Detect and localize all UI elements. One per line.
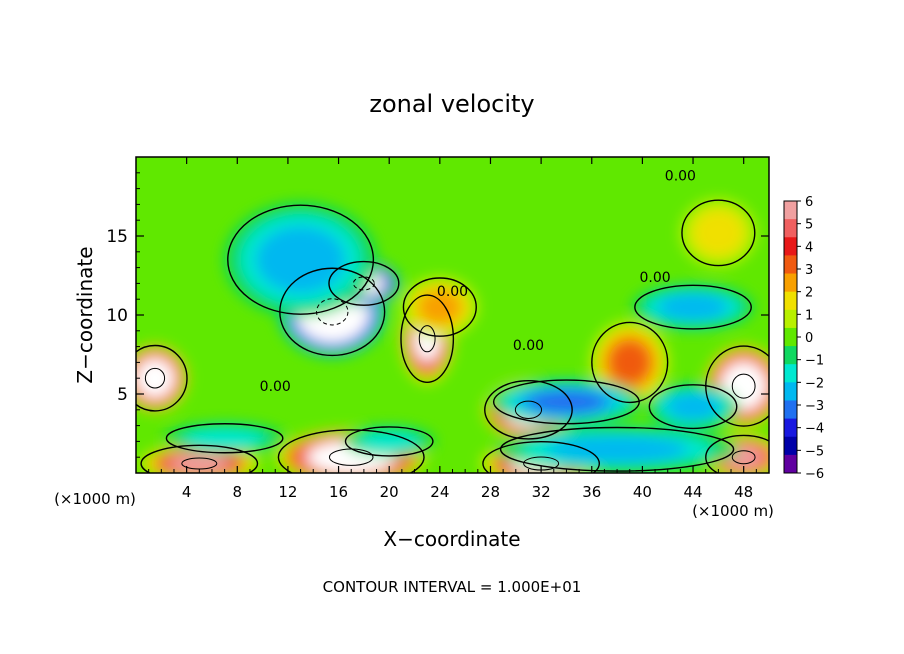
colorbar-label-11: −5: [805, 444, 824, 459]
colorbar-swatch-2: [784, 237, 797, 256]
contour-line-18: [165, 423, 284, 454]
contour-interval-note: CONTOUR INTERVAL = 1.000E+01: [323, 578, 582, 596]
contour-inner-10: [731, 450, 756, 465]
field-blob-9-ring-1: [170, 454, 229, 473]
y-axis-ticks: 5 10 15: [106, 172, 769, 458]
x-tick-label-36: 36: [582, 483, 601, 501]
x-tick-label-40: 40: [633, 483, 652, 501]
contour-label-4: 0.00: [665, 169, 696, 185]
velocity-field: [136, 198, 769, 473]
colorbar-label-1: 5: [805, 218, 813, 233]
y-tick-label-15: 15: [106, 227, 128, 247]
colorbar-label-6: 0: [805, 331, 813, 346]
x-unit-right: (×1000 m): [692, 502, 774, 520]
contour-inner-1: [352, 276, 375, 291]
field-blob-18-ring-1: [182, 427, 267, 449]
contour-line-9: [140, 444, 259, 473]
x-tick-label-20: 20: [380, 483, 399, 501]
contour-inner-6: [731, 373, 756, 399]
x-tick-label-28: 28: [481, 483, 500, 501]
contour-line-11: [402, 277, 477, 337]
colorbar-swatch-10: [784, 382, 797, 401]
x-tick-label-8: 8: [233, 483, 243, 501]
field-blob-15-ring-1: [657, 293, 729, 321]
colorbar-swatch-14: [784, 454, 797, 474]
colorbar-swatch-6: [784, 309, 797, 329]
colorbar-swatch-0: [784, 201, 797, 220]
contour-line-17: [344, 426, 434, 457]
field-blob-2-ring-1: [256, 226, 345, 293]
x-tick-label-32: 32: [532, 483, 551, 501]
contour-line-1: [328, 260, 400, 306]
field-blob-6-ring-1: [724, 366, 763, 407]
contour-label-0: 0.00: [260, 379, 291, 395]
contour-label-3: 0.00: [639, 270, 670, 286]
colorbar-label-10: −4: [805, 422, 824, 437]
field-blob-13-ring-1: [692, 209, 745, 257]
y-tick-label-5: 5: [117, 385, 128, 405]
contour-line-10: [705, 434, 769, 473]
colorbar-label-9: −3: [805, 399, 824, 414]
colorbar-swatch-11: [784, 400, 797, 420]
y-axis-label: Z−coordinate: [73, 246, 97, 383]
colorbar-label-8: −2: [805, 376, 824, 391]
x-tick-label-4: 4: [182, 483, 192, 501]
contour-label-1: 0.00: [437, 284, 468, 300]
x-unit-left: (×1000 m): [54, 490, 136, 508]
field-blob-16-ring-1: [546, 436, 688, 463]
colorbar-label-2: 4: [805, 240, 813, 255]
colorbar-swatch-3: [784, 255, 797, 275]
contour-line-13: [681, 199, 756, 267]
colorbar-swatch-12: [784, 418, 797, 438]
contour-line-5: [136, 344, 188, 412]
x-axis-label: X−coordinate: [383, 527, 520, 551]
y-tick-label-10: 10: [106, 306, 128, 326]
field-blob-11-ring-1: [417, 289, 463, 325]
contour-line-19: [648, 384, 738, 430]
x-tick-label-12: 12: [278, 483, 297, 501]
contour-line-2: [227, 204, 375, 315]
field-blob-17-ring-1: [357, 431, 421, 452]
field-blob-5-ring-1: [138, 361, 171, 395]
contour-inner-0: [316, 298, 349, 326]
colorbar-swatch-9: [784, 364, 797, 383]
contour-inner-5: [144, 367, 166, 389]
contour-inner-4: [514, 400, 543, 419]
field-blob-12-ring-1: [608, 340, 651, 385]
contour-line-8: [482, 441, 601, 473]
contour-line-14: [492, 379, 640, 425]
field-blob-19-ring-1: [666, 393, 720, 420]
colorbar-label-4: 2: [805, 286, 813, 301]
contour-line-15: [634, 284, 752, 330]
contour-line-7: [277, 429, 425, 473]
x-axis-ticks: 4 8 12 16 20 24 28 32 36 40 44 48: [148, 157, 757, 501]
colorbar-label-7: −1: [805, 354, 824, 369]
contour-line-4: [484, 379, 573, 440]
x-tick-label-24: 24: [430, 483, 449, 501]
colorbar-swatch-4: [784, 273, 797, 293]
contour-label-2: 0.00: [513, 338, 544, 354]
contour-lines: 0.00 0.00 0.00 0.00 0.00: [136, 169, 769, 473]
contour-line-3: [400, 294, 455, 384]
colorbar-label-5: 1: [805, 308, 813, 323]
x-tick-label-48: 48: [734, 483, 753, 501]
colorbar-swatch-8: [784, 346, 797, 365]
contour-line-12: [591, 321, 669, 404]
colorbar-swatch-1: [784, 219, 797, 238]
colorbar-swatch-7: [784, 327, 797, 347]
chart-title: zonal velocity: [369, 90, 534, 118]
colorbar-swatch-13: [784, 436, 797, 456]
colorbar-label-3: 3: [805, 263, 813, 278]
x-tick-label-16: 16: [329, 483, 348, 501]
field-blob-14-ring-1: [526, 389, 607, 414]
colorbar-label-12: −6: [805, 467, 824, 482]
x-tick-label-44: 44: [683, 483, 702, 501]
contour-inner-3: [418, 325, 436, 353]
colorbar-swatch-5: [784, 291, 797, 311]
plot-field: 0.00 0.00 0.00 0.00 0.00: [136, 157, 769, 473]
colorbar-label-0: 6: [805, 195, 813, 210]
colorbar: 6 5 4 3 2 1 0 −1 −2 −3 −4 −5 −6: [783, 195, 824, 482]
